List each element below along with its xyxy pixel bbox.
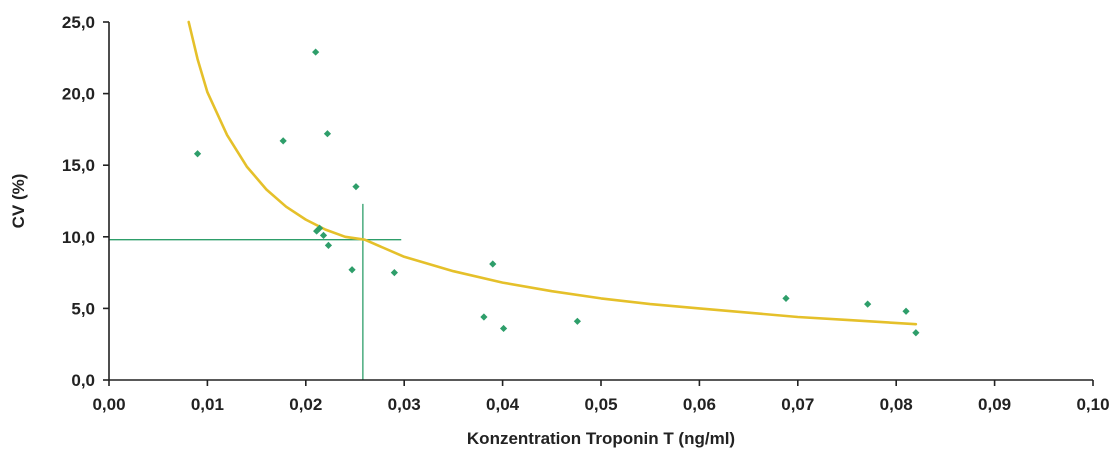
data-point	[573, 317, 581, 325]
data-point	[319, 231, 328, 239]
data-point	[193, 150, 202, 158]
x-tick-label: 0,10	[1076, 395, 1109, 414]
y-tick-label: 25,0	[62, 13, 95, 32]
data-point	[912, 329, 920, 337]
x-tick-label: 0,00	[92, 395, 125, 414]
data-points	[193, 48, 920, 337]
y-tick-label: 15,0	[62, 156, 95, 175]
x-axis-title: Konzentration Troponin T (ng/ml)	[467, 429, 735, 448]
data-point	[313, 227, 321, 235]
y-tick-label: 10,0	[62, 228, 95, 247]
data-point	[902, 307, 910, 315]
data-point	[499, 324, 508, 333]
x-tick-label: 0,08	[880, 395, 913, 414]
y-tick-label: 20,0	[62, 85, 95, 104]
data-point	[279, 137, 287, 145]
x-tick-label: 0,07	[781, 395, 814, 414]
data-point	[864, 300, 872, 308]
x-tick-label: 0,02	[289, 395, 322, 414]
x-tick-label: 0,01	[191, 395, 224, 414]
fit-curve	[187, 20, 918, 326]
data-point	[324, 241, 333, 249]
axes	[108, 22, 1093, 381]
y-axis-ticks: 0,0 5,0 10,0 15,0 20,0 25,0	[62, 13, 109, 390]
data-point	[348, 266, 356, 274]
data-point	[390, 269, 398, 277]
data-point	[352, 183, 360, 191]
data-point	[315, 224, 324, 232]
y-tick-label: 5,0	[71, 299, 95, 318]
data-point	[782, 294, 790, 302]
data-point	[489, 260, 497, 268]
data-point	[480, 313, 488, 321]
y-axis-title: CV (%)	[9, 174, 28, 229]
fit-curve-layer	[187, 20, 918, 326]
x-tick-label: 0,06	[683, 395, 716, 414]
x-tick-label: 0,04	[486, 395, 520, 414]
x-tick-label: 0,03	[388, 395, 421, 414]
data-point	[312, 48, 320, 56]
reference-lines	[109, 203, 402, 380]
x-axis-ticks: 0,00 0,01 0,02 0,03 0,04 0,05 0,06 0,07 0,08 0,09…	[92, 380, 1110, 414]
data-point	[323, 130, 332, 138]
x-tick-label: 0,09	[978, 395, 1011, 414]
y-tick-label: 0,0	[71, 371, 95, 390]
x-tick-label: 0,05	[584, 395, 617, 414]
